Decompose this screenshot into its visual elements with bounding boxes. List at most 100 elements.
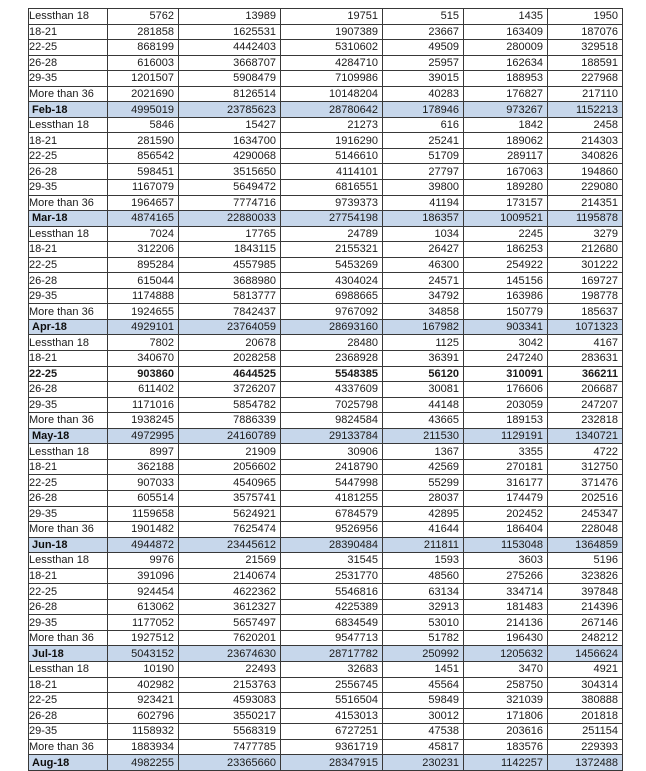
age-label-cell[interactable]: 29-35 (28, 505, 108, 523)
value-cell[interactable]: 605514 (107, 489, 179, 507)
age-label-cell[interactable]: Lessthan 18 (28, 225, 108, 243)
value-cell[interactable]: 202516 (547, 489, 623, 507)
value-cell[interactable]: 4929101 (107, 318, 179, 336)
value-cell[interactable]: 206687 (547, 381, 623, 398)
value-cell[interactable]: 6834549 (280, 614, 383, 631)
value-cell[interactable]: 211811 (382, 536, 464, 554)
age-label-cell[interactable]: 29-35 (28, 287, 108, 305)
value-cell[interactable]: 397848 (547, 583, 623, 600)
value-cell[interactable]: 163986 (463, 287, 548, 305)
value-cell[interactable]: 9547713 (280, 629, 383, 647)
age-label-cell[interactable]: 26-28 (28, 54, 108, 72)
age-label-cell[interactable]: Lessthan 18 (28, 116, 108, 134)
age-label-cell[interactable]: 26-28 (28, 381, 108, 398)
value-cell[interactable]: 43665 (382, 412, 464, 429)
value-cell[interactable]: 34858 (382, 303, 464, 320)
age-label-cell[interactable]: 26-28 (28, 598, 108, 616)
age-label-cell[interactable]: 29-35 (28, 70, 108, 87)
age-label-cell[interactable]: More than 36 (28, 303, 108, 320)
value-cell[interactable]: 391096 (107, 567, 179, 585)
value-cell[interactable]: 245347 (547, 505, 623, 523)
value-cell[interactable]: 2458 (547, 116, 623, 134)
value-cell[interactable]: 2531770 (280, 567, 383, 585)
value-cell[interactable]: 30081 (382, 381, 464, 398)
month-label-cell[interactable]: Apr-18 (28, 318, 108, 336)
age-label-cell[interactable]: 26-28 (28, 707, 108, 725)
age-label-cell[interactable]: 29-35 (28, 396, 108, 414)
value-cell[interactable]: 9824584 (280, 412, 383, 429)
age-label-cell[interactable]: More than 36 (28, 629, 108, 647)
value-cell[interactable]: 5310602 (280, 39, 383, 56)
value-cell[interactable]: 228048 (547, 521, 623, 538)
value-cell[interactable]: 178946 (382, 101, 464, 118)
value-cell[interactable]: 7620201 (178, 629, 281, 647)
value-cell[interactable]: 214303 (547, 132, 623, 149)
value-cell[interactable]: 7886339 (178, 412, 281, 429)
value-cell[interactable]: 24160789 (178, 427, 281, 445)
value-cell[interactable]: 169727 (547, 272, 623, 289)
value-cell[interactable]: 2153763 (178, 676, 281, 694)
age-label-cell[interactable]: Lessthan 18 (28, 8, 108, 25)
value-cell[interactable]: 1883934 (107, 738, 179, 756)
value-cell[interactable]: 1367 (382, 443, 464, 460)
value-cell[interactable]: 29133784 (280, 427, 383, 445)
age-label-cell[interactable]: 22-25 (28, 39, 108, 56)
value-cell[interactable]: 198778 (547, 287, 623, 305)
value-cell[interactable]: 4972995 (107, 427, 179, 445)
value-cell[interactable]: 3279 (547, 225, 623, 243)
age-label-cell[interactable]: Lessthan 18 (28, 334, 108, 352)
value-cell[interactable]: 214396 (547, 598, 623, 616)
value-cell[interactable]: 53010 (382, 614, 464, 631)
value-cell[interactable]: 5762 (107, 8, 179, 25)
value-cell[interactable]: 281590 (107, 132, 179, 149)
value-cell[interactable]: 30906 (280, 443, 383, 460)
month-label-cell[interactable]: May-18 (28, 427, 108, 445)
value-cell[interactable]: 616 (382, 116, 464, 134)
value-cell[interactable]: 1174888 (107, 287, 179, 305)
value-cell[interactable]: 22493 (178, 660, 281, 678)
value-cell[interactable]: 63134 (382, 583, 464, 600)
value-cell[interactable]: 5846 (107, 116, 179, 134)
value-cell[interactable]: 7774716 (178, 194, 281, 212)
value-cell[interactable]: 9526956 (280, 521, 383, 538)
value-cell[interactable]: 9976 (107, 552, 179, 569)
value-cell[interactable]: 1152213 (547, 101, 623, 118)
value-cell[interactable]: 5453269 (280, 256, 383, 274)
value-cell[interactable]: 3355 (463, 443, 548, 460)
value-cell[interactable]: 4982255 (107, 754, 179, 771)
value-cell[interactable]: 41194 (382, 194, 464, 212)
value-cell[interactable]: 973267 (463, 101, 548, 118)
value-cell[interactable]: 283631 (547, 350, 623, 367)
age-label-cell[interactable]: Lessthan 18 (28, 552, 108, 569)
value-cell[interactable]: 185637 (547, 303, 623, 320)
value-cell[interactable]: 2155321 (280, 241, 383, 258)
value-cell[interactable]: 55299 (382, 474, 464, 491)
value-cell[interactable]: 1372488 (547, 754, 623, 771)
value-cell[interactable]: 248212 (547, 629, 623, 647)
value-cell[interactable]: 321039 (463, 692, 548, 709)
value-cell[interactable]: 1456624 (547, 645, 623, 662)
value-cell[interactable]: 23445612 (178, 536, 281, 554)
value-cell[interactable]: 6727251 (280, 723, 383, 740)
value-cell[interactable]: 163409 (463, 23, 548, 41)
value-cell[interactable]: 1634700 (178, 132, 281, 149)
value-cell[interactable]: 340670 (107, 350, 179, 367)
value-cell[interactable]: 4995019 (107, 101, 179, 118)
value-cell[interactable]: 1142257 (463, 754, 548, 771)
value-cell[interactable]: 30012 (382, 707, 464, 725)
value-cell[interactable]: 202452 (463, 505, 548, 523)
value-cell[interactable]: 4944872 (107, 536, 179, 554)
value-cell[interactable]: 1843115 (178, 241, 281, 258)
age-label-cell[interactable]: More than 36 (28, 738, 108, 756)
month-label-cell[interactable]: Mar-18 (28, 210, 108, 227)
value-cell[interactable]: 42895 (382, 505, 464, 523)
value-cell[interactable]: 1340721 (547, 427, 623, 445)
value-cell[interactable]: 189280 (463, 179, 548, 196)
value-cell[interactable]: 4284710 (280, 54, 383, 72)
value-cell[interactable]: 1125 (382, 334, 464, 352)
value-cell[interactable]: 4337609 (280, 381, 383, 398)
value-cell[interactable]: 189062 (463, 132, 548, 149)
value-cell[interactable]: 2021690 (107, 85, 179, 103)
value-cell[interactable]: 1129191 (463, 427, 548, 445)
value-cell[interactable]: 232818 (547, 412, 623, 429)
